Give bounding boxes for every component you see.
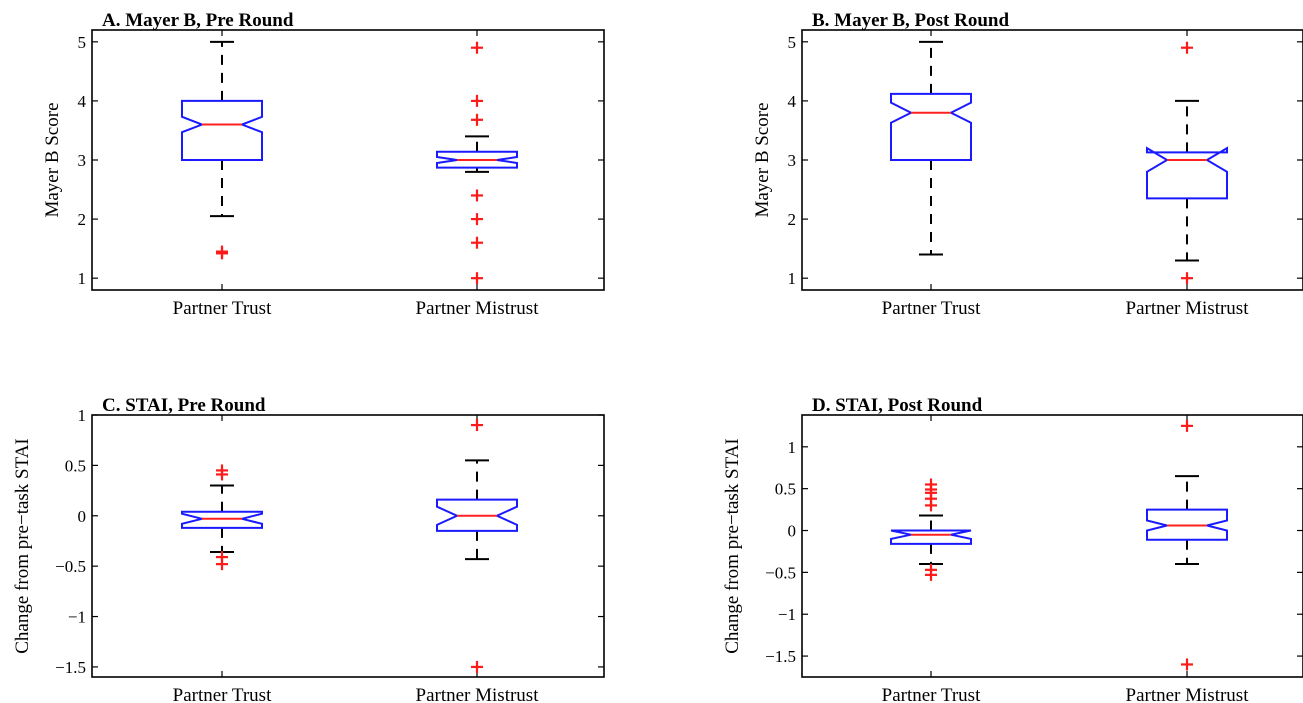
y-axis-label: Mayer B Score	[752, 102, 773, 217]
y-tick-label: −0.5	[765, 563, 796, 582]
y-axis-label: Change from pre−task STAI	[722, 438, 743, 654]
notched-box	[182, 101, 262, 160]
x-category-label: Partner Trust	[882, 298, 981, 319]
panel-title: C. STAI, Pre Round	[102, 395, 266, 416]
y-axis-label: Mayer B Score	[42, 102, 63, 217]
y-tick-label: 0.5	[775, 480, 796, 499]
y-tick-label: −1	[68, 608, 86, 627]
outlier-marker	[471, 661, 483, 673]
x-category-label: Partner Mistrust	[416, 298, 540, 319]
box-partner-mistrust	[437, 42, 517, 284]
outlier-marker	[216, 246, 228, 258]
y-tick-label: 1	[78, 269, 87, 288]
axes-frame	[92, 30, 604, 290]
y-tick-label: 1	[788, 438, 797, 457]
axes-frame	[802, 415, 1303, 677]
notched-box	[891, 531, 971, 544]
box-partner-trust	[182, 42, 262, 260]
outlier-marker	[471, 419, 483, 431]
y-tick-label: 0	[788, 522, 797, 541]
box-partner-mistrust	[437, 419, 517, 673]
panel-b: 1 2 3 4 5 Partner Trust Partner Mistrust B. May…	[752, 10, 1303, 319]
x-category-label: Partner Mistrust	[1126, 298, 1250, 319]
outlier-marker	[1181, 42, 1193, 54]
notched-box	[182, 512, 262, 528]
y-tick-label: 4	[78, 92, 87, 111]
box-partner-trust	[182, 464, 262, 570]
axes-frame	[92, 415, 604, 677]
y-tick-label: 1	[788, 269, 797, 288]
x-category-label: Partner Trust	[173, 298, 272, 319]
outlier-marker	[216, 558, 228, 570]
y-axis-label: Change from pre−task STAI	[12, 438, 33, 654]
outlier-marker	[925, 499, 937, 511]
outlier-marker	[471, 189, 483, 201]
panel-title: A. Mayer B, Pre Round	[102, 10, 294, 31]
panel-a: 1 2 3 4 5 Partner Trust Partner Mistrust A. May…	[42, 10, 604, 319]
outlier-marker	[1181, 272, 1193, 284]
outlier-marker	[471, 237, 483, 249]
y-tick-label: 2	[78, 210, 87, 229]
box-partner-trust	[891, 42, 971, 255]
y-tick-label: −0.5	[55, 557, 86, 576]
y-tick-label: 1	[78, 406, 87, 425]
x-category-label: Partner Mistrust	[1126, 685, 1250, 703]
notched-box	[891, 94, 971, 160]
y-tick-label: 0.5	[65, 456, 86, 475]
panel-title: B. Mayer B, Post Round	[812, 10, 1009, 31]
outlier-marker	[1181, 658, 1193, 670]
y-tick-label: 0	[78, 507, 87, 526]
panel-d: −1.5 −1 −0.5 0 0.5 1 Partner Trust Partner Mist…	[722, 395, 1303, 703]
outlier-marker	[471, 272, 483, 284]
outlier-marker	[471, 95, 483, 107]
outlier-marker	[471, 42, 483, 54]
axes-frame	[802, 30, 1303, 290]
y-tick-label: −1.5	[55, 658, 86, 677]
x-category-label: Partner Mistrust	[416, 685, 540, 703]
outlier-marker	[471, 213, 483, 225]
panel-title: D. STAI, Post Round	[812, 395, 983, 416]
box-partner-trust	[891, 478, 971, 580]
box-partner-mistrust	[1147, 42, 1227, 284]
y-tick-label: 5	[788, 33, 797, 52]
y-tick-label: 4	[788, 92, 797, 111]
panel-c: −1.5 −1 −0.5 0 0.5 1 Partner Trust Partner Mist…	[12, 395, 604, 703]
box-partner-mistrust	[1147, 420, 1227, 671]
y-tick-label: 3	[78, 151, 87, 170]
x-category-label: Partner Trust	[173, 685, 272, 703]
y-tick-label: −1.5	[765, 647, 796, 666]
y-tick-label: −1	[778, 605, 796, 624]
outlier-marker	[471, 114, 483, 126]
outlier-marker	[1181, 420, 1193, 432]
y-tick-label: 2	[788, 210, 797, 229]
y-tick-label: 5	[78, 33, 87, 52]
x-category-label: Partner Trust	[882, 685, 981, 703]
notched-box	[1147, 148, 1227, 198]
y-tick-label: 3	[788, 151, 797, 170]
